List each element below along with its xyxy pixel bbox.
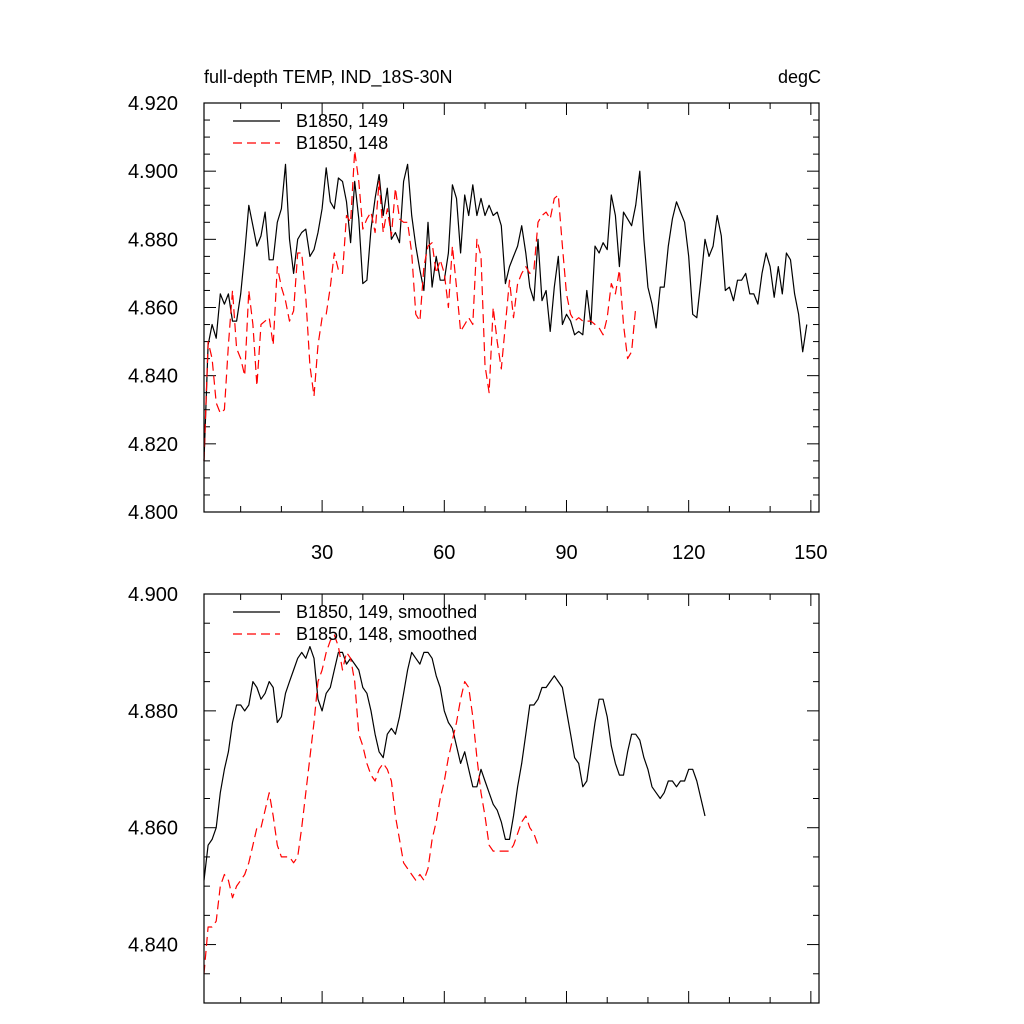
- legend-label-148: B1850, 148: [296, 133, 388, 153]
- bottom-panel: 4.840 4.860 4.880 4.900 B1850, 149, smoothe…: [128, 584, 820, 1004]
- bottom-tick-labels: 4.840 4.860 4.880 4.900: [128, 584, 178, 957]
- y-tick-label: 4.880: [128, 701, 178, 723]
- bottom-tick-marks: [204, 593, 819, 1004]
- y-tick-label: 4.820: [128, 434, 178, 456]
- y-tick-label: 4.840: [128, 935, 178, 957]
- x-tick-label: 90: [555, 542, 577, 564]
- top-series-lines: [203, 150, 808, 461]
- top-plot-frame: [203, 102, 820, 513]
- top-tick-marks: [204, 102, 819, 513]
- x-tick-label: 150: [794, 542, 827, 564]
- y-tick-label: 4.900: [128, 161, 178, 183]
- chart-title: full-depth TEMP, IND_18S-30N: [204, 67, 452, 88]
- legend-label-149-smoothed: B1850, 149, smoothed: [296, 602, 477, 622]
- series-line-b1850-149: [203, 163, 808, 461]
- y-tick-label: 4.860: [128, 298, 178, 320]
- y-tick-label: 4.900: [128, 584, 178, 606]
- series-line-b1850-149-smoothed: [203, 645, 706, 881]
- x-tick-label: 60: [433, 542, 455, 564]
- y-tick-label: 4.800: [128, 502, 178, 524]
- bottom-plot-frame: [203, 593, 820, 1004]
- series-line-b1850-148-smoothed: [203, 634, 539, 974]
- x-tick-label: 120: [672, 542, 705, 564]
- bottom-legend: B1850, 149, smoothed B1850, 148, smoothe…: [233, 602, 477, 644]
- top-tick-labels: 4.800 4.820 4.840 4.860 4.880 4.900 4.920 30 60 9…: [128, 93, 828, 564]
- series-line-b1850-148: [203, 150, 637, 461]
- legend-label-149: B1850, 149: [296, 111, 388, 131]
- bottom-series-lines: [203, 634, 706, 974]
- legend-label-148-smoothed: B1850, 148, smoothed: [296, 624, 477, 644]
- y-tick-label: 4.840: [128, 366, 178, 388]
- y-tick-label: 4.880: [128, 229, 178, 251]
- units-label: degC: [778, 67, 821, 87]
- y-tick-label: 4.920: [128, 93, 178, 115]
- y-tick-label: 4.860: [128, 818, 178, 840]
- top-panel: full-depth TEMP, IND_18S-30N degC 4.8004…: [128, 67, 828, 564]
- top-legend: B1850, 149 B1850, 148: [233, 111, 388, 153]
- x-tick-label: 30: [311, 542, 333, 564]
